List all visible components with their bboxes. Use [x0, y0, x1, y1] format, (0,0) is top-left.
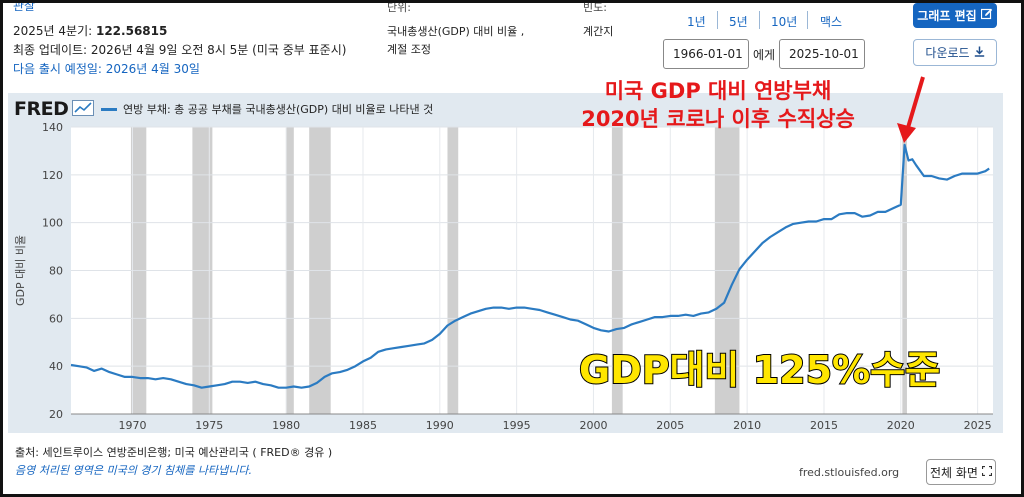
x-tick-label: 1990 [426, 419, 454, 432]
frequency-value: 계간지 [583, 25, 614, 38]
updated-text: 최종 업데이트: 2026년 4월 9일 오전 8시 5분 (미국 중부 표준시… [13, 43, 347, 57]
fullscreen-label: 전체 화면 [930, 465, 978, 480]
annotation-red-line1: 미국 GDP 대비 연방부채 [604, 79, 832, 103]
date-to-label: 에게 [753, 48, 776, 62]
y-tick-label: 40 [49, 360, 63, 373]
range-1y-button[interactable]: 1년 [687, 15, 706, 29]
fullscreen-button[interactable]: 전체 화면 [926, 459, 996, 485]
latest-observation: 2025년 4분기: 122.56815 [13, 22, 167, 39]
chart-line-icon [72, 100, 94, 120]
latest-value: 122.56815 [95, 24, 168, 38]
units-label: 단위: [387, 1, 411, 14]
fred-logo: FRED [14, 98, 69, 120]
y-tick-label: 80 [49, 265, 63, 278]
download-button[interactable]: 다운로드 [913, 39, 997, 66]
y-tick-label: 140 [42, 121, 63, 134]
units-value-1: 국내총생산(GDP) 대비 비율 , [387, 25, 525, 38]
y-axis-label: GDP 대비 비율 [14, 235, 27, 306]
x-tick-label: 2000 [579, 419, 607, 432]
y-tick-label: 60 [49, 312, 63, 325]
legend-swatch [101, 108, 117, 111]
date-to-input[interactable]: 2025-10-01 [779, 39, 865, 69]
date-from-input[interactable]: 1966-01-01 [663, 39, 749, 69]
y-tick-label: 100 [42, 217, 63, 230]
y-tick-label: 120 [42, 169, 63, 182]
x-tick-label: 1975 [195, 419, 223, 432]
x-tick-label: 2010 [733, 419, 761, 432]
edit-graph-button[interactable]: 그래프 편집 [913, 3, 997, 28]
download-icon [974, 46, 985, 60]
site-url[interactable]: fred.stlouisfed.org [799, 466, 900, 479]
units-value-2: 계절 조정 [387, 43, 431, 56]
series-line [70, 143, 990, 389]
pencil-icon [980, 8, 993, 23]
download-label: 다운로드 [925, 46, 970, 60]
legend-label: 연방 부채: 총 공공 부채를 국내총생산(GDP) 대비 비율로 나타낸 것 [123, 103, 434, 116]
edit-graph-label: 그래프 편집 [917, 9, 977, 23]
fullscreen-icon [981, 465, 993, 479]
range-10y-button[interactable]: 10년 [771, 15, 798, 29]
range-divider [759, 11, 760, 29]
annotation-yellow: GDP대비 125%수준 [578, 347, 941, 393]
x-tick-label: 2015 [810, 419, 838, 432]
range-max-button[interactable]: 맥스 [820, 15, 843, 29]
annotation-red: 미국 GDP 대비 연방부채 2020년 코로나 이후 수직상승 [563, 77, 873, 133]
plot-svg: 20 40 60 80 100 120 140 1970 1975 1980 1985 1990 199… [14, 121, 993, 432]
source-text: 출처: 세인트루이스 연방준비은행; 미국 예산관리국 ( FRED® 경유 ) [15, 446, 333, 459]
x-tick-label: 1985 [349, 419, 377, 432]
x-tick-label: 1970 [118, 419, 146, 432]
chart-panel: FRED 연방 부채: 총 공공 부채를 국내총생산(GDP) 대비 비율로 나… [8, 93, 1003, 433]
x-tick-label: 2020 [887, 419, 915, 432]
annotation-red-line2: 2020년 코로나 이후 수직상승 [581, 107, 855, 131]
range-divider [717, 11, 718, 29]
range-5y-button[interactable]: 5년 [729, 15, 748, 29]
latest-label: 2025년 4분기: [13, 24, 93, 38]
x-tick-label: 1995 [503, 419, 531, 432]
x-tick-label: 2025 [964, 419, 992, 432]
next-release: 다음 출시 예정일: 2026년 4월 30일 [13, 62, 200, 76]
range-divider [807, 11, 808, 29]
frequency-label: 빈도: [583, 1, 607, 14]
red-arrow-icon [897, 76, 925, 143]
x-tick-label: 2005 [656, 419, 684, 432]
recession-note: 음영 처리된 영역은 미국의 경기 침체를 나타냅니다. [15, 464, 252, 477]
x-tick-label: 1980 [272, 419, 300, 432]
observation-label: 관찰 [13, 0, 36, 13]
y-tick-label: 20 [49, 408, 63, 421]
